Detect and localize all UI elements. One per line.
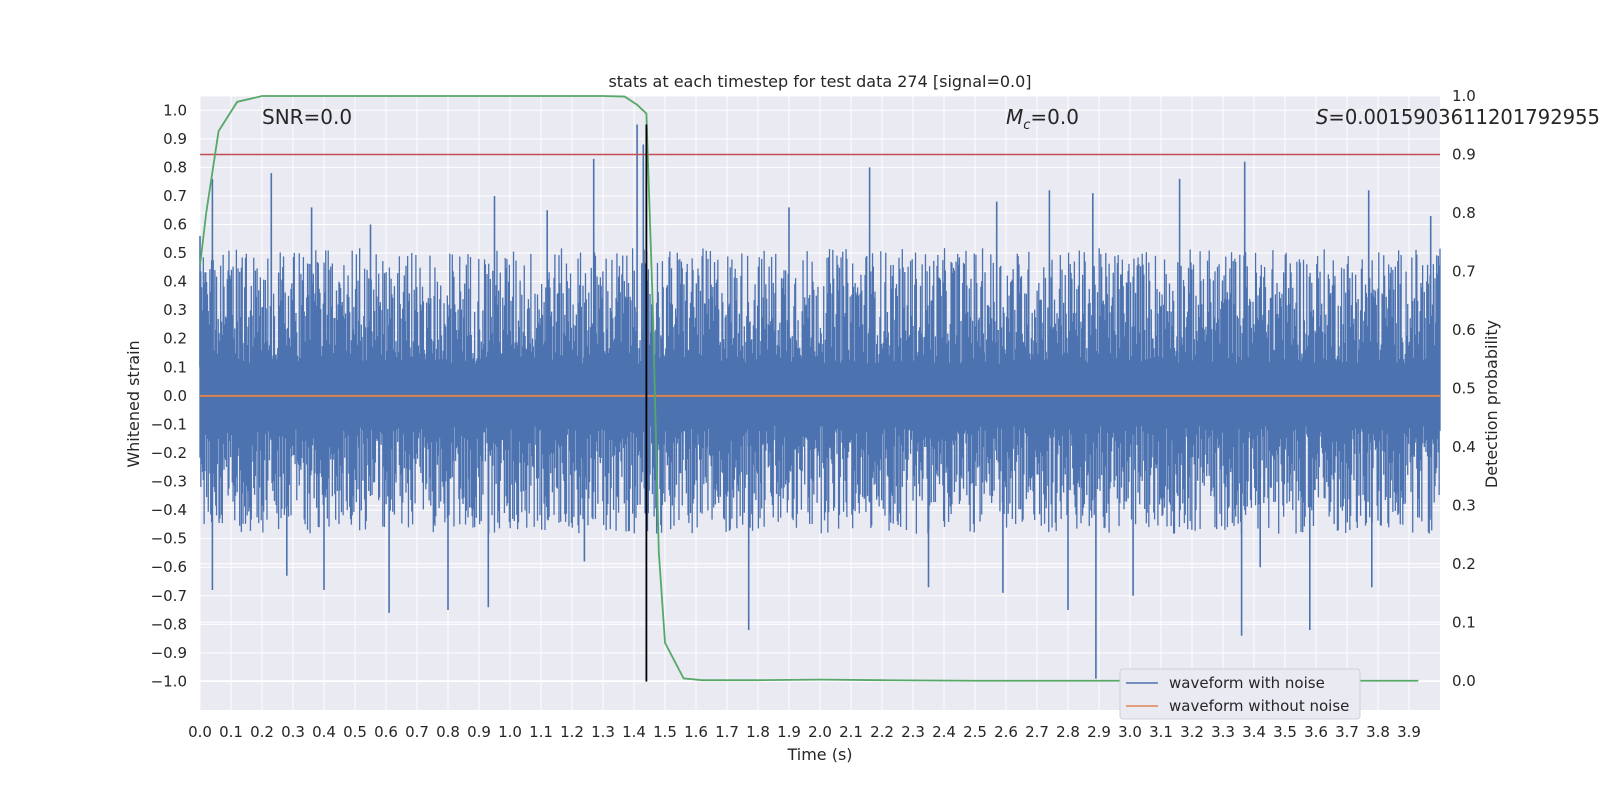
chart-title: stats at each timestep for test data 274… bbox=[608, 72, 1031, 91]
lines-layer bbox=[199, 95, 1440, 682]
x-tick-label: 1.7 bbox=[715, 723, 739, 741]
x-tick-label: 0.7 bbox=[405, 723, 429, 741]
y-tick-label: −0.4 bbox=[151, 501, 187, 519]
x-tick-label: 3.1 bbox=[1149, 723, 1173, 741]
x-tick-label: 2.0 bbox=[808, 723, 832, 741]
x-tick-label: 3.9 bbox=[1397, 723, 1421, 741]
x-tick-label: 3.2 bbox=[1180, 723, 1204, 741]
y2-tick-label: 0.2 bbox=[1452, 555, 1476, 573]
x-tick-label: 1.2 bbox=[560, 723, 584, 741]
y-tick-label: 0.5 bbox=[163, 244, 187, 262]
x-tick-label: 2.7 bbox=[1025, 723, 1049, 741]
x-tick-label: 1.3 bbox=[591, 723, 615, 741]
y-tick-label: −1.0 bbox=[151, 672, 187, 690]
x-tick-label: 3.5 bbox=[1273, 723, 1297, 741]
y2-axis-label: Detection probability bbox=[1482, 320, 1501, 488]
x-tick-label: 1.6 bbox=[684, 723, 708, 741]
y-tick-label: 0.9 bbox=[163, 130, 187, 148]
y-tick-label: 0.3 bbox=[163, 301, 187, 319]
y-tick-label: −0.9 bbox=[151, 644, 187, 662]
x-tick-label: 0.0 bbox=[188, 723, 212, 741]
y-tick-label: −0.8 bbox=[151, 615, 187, 633]
s-symbol: S bbox=[1316, 105, 1329, 129]
y2-tick-label: 0.9 bbox=[1452, 145, 1476, 163]
y2-tick-label: 0.8 bbox=[1452, 204, 1476, 222]
x-tick-label: 2.8 bbox=[1056, 723, 1080, 741]
x-tick-label: 1.8 bbox=[746, 723, 770, 741]
y2-axis-ticks: 1.0 0.9 0.8 0.7 0.6 0.5 0.4 0.3 0.2 0.1 0.0 bbox=[1452, 87, 1476, 690]
y-tick-label: 0.4 bbox=[163, 273, 187, 291]
y-tick-label: 0.7 bbox=[163, 187, 187, 205]
x-tick-label: 0.4 bbox=[312, 723, 336, 741]
y2-tick-label: 0.1 bbox=[1452, 613, 1476, 631]
x-tick-label: 0.1 bbox=[219, 723, 243, 741]
x-tick-label: 3.4 bbox=[1242, 723, 1266, 741]
x-axis-ticks: 0.0 0.1 0.2 0.3 0.4 0.5 0.6 0.7 0.8 0.9 1.0 1.1 1.2 1… bbox=[188, 723, 1421, 741]
y-tick-label: 0.6 bbox=[163, 216, 187, 234]
y-tick-label: 0.1 bbox=[163, 358, 187, 376]
mc-symbol: M bbox=[1006, 105, 1023, 129]
y2-tick-label: 0.4 bbox=[1452, 438, 1476, 456]
x-tick-label: 3.7 bbox=[1335, 723, 1359, 741]
y-axis-label: Whitened strain bbox=[124, 340, 143, 467]
legend-label-clean: waveform without noise bbox=[1169, 697, 1349, 715]
x-tick-label: 1.5 bbox=[653, 723, 677, 741]
y-tick-label: 0.0 bbox=[163, 387, 187, 405]
mc-value: =0.0 bbox=[1030, 105, 1079, 129]
y2-tick-label: 0.7 bbox=[1452, 262, 1476, 280]
legend: waveform with noise waveform without noi… bbox=[1119, 668, 1361, 720]
legend-label-noise: waveform with noise bbox=[1169, 674, 1325, 692]
x-tick-label: 1.9 bbox=[777, 723, 801, 741]
y2-tick-label: 0.0 bbox=[1452, 672, 1476, 690]
x-tick-label: 0.8 bbox=[436, 723, 460, 741]
y-tick-label: 1.0 bbox=[163, 101, 187, 119]
s-value: =0.0015903611201792955 bbox=[1328, 105, 1600, 129]
y-tick-label: −0.6 bbox=[151, 558, 187, 576]
s-annotation: S=0.0015903611201792955 bbox=[1316, 105, 1600, 129]
legend-box bbox=[1119, 668, 1361, 720]
x-tick-label: 1.0 bbox=[498, 723, 522, 741]
x-axis-label: Time (s) bbox=[786, 745, 852, 764]
mc-annotation: Mc=0.0 bbox=[1006, 105, 1079, 133]
x-tick-label: 0.6 bbox=[374, 723, 398, 741]
y-axis-ticks: 1.0 0.9 0.8 0.7 0.6 0.5 0.4 0.3 0.2 0.1 0.0 −0.1 −0.… bbox=[151, 101, 187, 690]
y-tick-label: 0.2 bbox=[163, 330, 187, 348]
snr-annotation: SNR=0.0 bbox=[262, 105, 352, 129]
x-tick-label: 3.6 bbox=[1304, 723, 1328, 741]
x-tick-label: 2.1 bbox=[839, 723, 863, 741]
x-tick-label: 2.6 bbox=[994, 723, 1018, 741]
x-tick-label: 3.0 bbox=[1118, 723, 1142, 741]
x-tick-label: 0.9 bbox=[467, 723, 491, 741]
x-tick-label: 2.3 bbox=[901, 723, 925, 741]
y-tick-label: 0.8 bbox=[163, 158, 187, 176]
x-tick-label: 0.5 bbox=[343, 723, 367, 741]
x-tick-label: 1.4 bbox=[622, 723, 646, 741]
mc-subscript: c bbox=[1023, 118, 1030, 133]
x-tick-label: 2.2 bbox=[870, 723, 894, 741]
x-tick-label: 3.3 bbox=[1211, 723, 1235, 741]
noise-waveform bbox=[199, 124, 1441, 679]
y-tick-label: −0.7 bbox=[151, 587, 187, 605]
detection-probability-line bbox=[199, 95, 1419, 682]
y2-tick-label: 0.3 bbox=[1452, 496, 1476, 514]
y-tick-label: −0.5 bbox=[151, 530, 187, 548]
y-tick-label: −0.2 bbox=[151, 444, 187, 462]
x-tick-label: 2.9 bbox=[1087, 723, 1111, 741]
x-tick-label: 3.8 bbox=[1366, 723, 1390, 741]
y2-tick-label: 0.6 bbox=[1452, 321, 1476, 339]
x-tick-label: 0.2 bbox=[250, 723, 274, 741]
x-tick-label: 2.4 bbox=[932, 723, 956, 741]
x-tick-label: 0.3 bbox=[281, 723, 305, 741]
x-tick-label: 2.5 bbox=[963, 723, 987, 741]
y-tick-label: −0.3 bbox=[151, 473, 187, 491]
x-tick-label: 1.1 bbox=[529, 723, 553, 741]
y-tick-label: −0.1 bbox=[151, 415, 187, 433]
y2-tick-label: 1.0 bbox=[1452, 87, 1476, 105]
y2-tick-label: 0.5 bbox=[1452, 379, 1476, 397]
